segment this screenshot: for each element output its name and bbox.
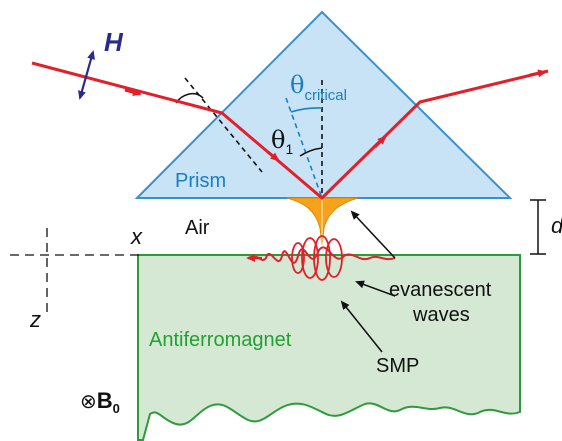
smp-wave	[253, 246, 396, 264]
beam-arrow-in	[124, 88, 142, 97]
smp-spiral-loop-2	[313, 235, 331, 281]
theta1-arc	[299, 147, 323, 157]
antiferromagnet-block	[137, 254, 521, 441]
gap-label: d	[551, 213, 562, 238]
evanescent-pointer-arrow	[350, 210, 396, 259]
light-beam	[31, 61, 549, 200]
air-label: Air	[185, 217, 210, 239]
evanescent-pointer-arrow-2	[355, 280, 396, 297]
smp-spiral-loop-1	[301, 237, 319, 279]
theta-critical-label: θcritical	[290, 71, 347, 104]
theta1-label: θ1	[271, 126, 293, 157]
smp-pointer-arrow	[340, 300, 383, 353]
smp-spiral-loop-4	[291, 242, 305, 274]
z-axis-label: z	[29, 307, 41, 332]
waves-label: waves	[412, 304, 470, 326]
smp-spiral-loop-3	[325, 238, 343, 278]
b-field-label: ⊗B0	[80, 388, 120, 416]
h-field-label: H	[104, 27, 124, 57]
theta-critical-arc	[290, 107, 323, 113]
beam-arrow-down	[267, 150, 280, 162]
beam-arrow-out	[529, 69, 547, 78]
beam-arrow-up	[373, 135, 387, 149]
x-axis-label: x	[130, 224, 143, 249]
incidence-normal-line	[184, 77, 263, 173]
antiferromagnet-label: Antiferromagnet	[149, 329, 292, 351]
prism-label: Prism	[175, 170, 226, 192]
h-polarization-arrow	[78, 50, 95, 100]
smp-label: SMP	[376, 355, 419, 377]
evanescent-label: evanescent	[389, 279, 492, 301]
